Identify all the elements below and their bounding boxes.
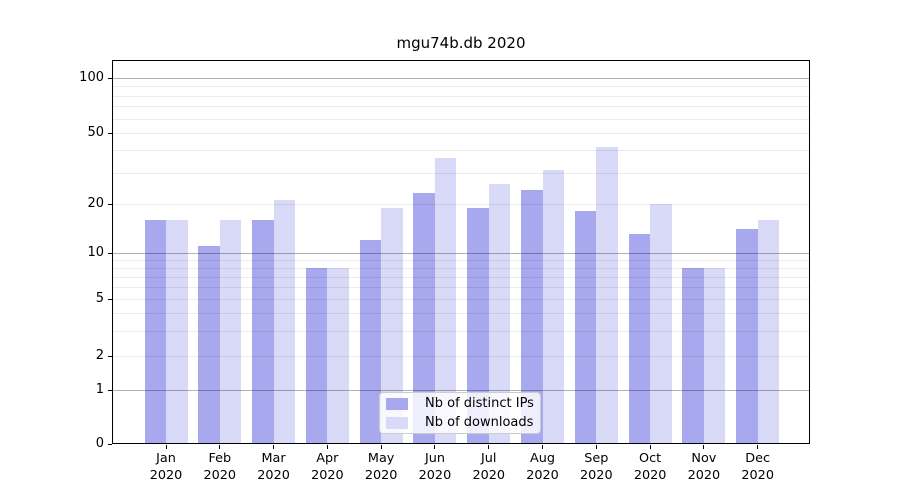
x-tick-label: Jul 2020: [472, 451, 506, 483]
y-tick-label: 100: [79, 70, 104, 85]
gridline-minor: [112, 118, 810, 120]
x-axis-tick: [219, 445, 221, 449]
y-tick-label: 50: [87, 125, 104, 140]
plot-area: [112, 60, 810, 444]
bar-downloads: [219, 219, 242, 444]
bar-downloads: [327, 267, 349, 444]
x-axis-tick: [595, 445, 597, 449]
legend-swatch-downloads: [386, 416, 408, 429]
gridline-minor: [112, 95, 810, 97]
bar-distinct-ips: [359, 240, 382, 444]
gridline-major: [112, 390, 810, 391]
bar-distinct-ips: [521, 189, 543, 444]
legend-item-distinct-ips: Nb of distinct IPs: [386, 394, 540, 413]
gridline-minor: [112, 86, 810, 88]
y-tick-label: 1: [95, 382, 104, 397]
x-axis-tick: [703, 445, 705, 449]
gridline-minor: [112, 106, 810, 108]
gridline-minor: [112, 312, 810, 314]
bar-distinct-ips: [682, 267, 704, 444]
x-axis-tick: [649, 445, 651, 449]
x-tick-label: Jun 2020: [418, 451, 452, 483]
x-tick-label: Sep 2020: [580, 451, 613, 483]
x-tick-label: Dec 2020: [741, 451, 774, 483]
gridline-minor: [112, 150, 810, 152]
y-axis-tick: [108, 390, 112, 391]
x-axis-tick: [434, 445, 436, 449]
bar-distinct-ips: [198, 246, 220, 444]
y-axis-tick: [108, 204, 112, 205]
gridline-minor: [112, 299, 810, 300]
legend: Nb of distinct IPs Nb of downloads: [379, 392, 541, 434]
legend-swatch-distinct-ips: [386, 397, 408, 410]
x-tick-label: Aug 2020: [526, 451, 559, 483]
bar-downloads: [596, 146, 618, 444]
gridline-minor: [112, 286, 810, 288]
y-tick-label: 20: [87, 196, 104, 211]
y-axis-tick: [108, 356, 112, 357]
x-axis-tick: [326, 445, 328, 449]
x-tick-label: Jan 2020: [149, 451, 183, 483]
bar-downloads: [166, 219, 188, 444]
bar-distinct-ips: [252, 219, 274, 444]
bar-downloads: [434, 158, 457, 444]
bar-distinct-ips: [628, 234, 651, 444]
legend-label-downloads: Nb of downloads: [425, 414, 534, 430]
bar-distinct-ips: [736, 229, 758, 444]
y-axis-tick: [108, 253, 112, 254]
bar-downloads: [381, 207, 403, 444]
bar-downloads: [273, 200, 296, 444]
y-axis-tick: [108, 133, 112, 134]
gridline-minor: [112, 267, 810, 269]
x-axis-tick: [165, 445, 167, 449]
x-tick-label: Apr 2020: [311, 451, 344, 483]
gridline-major: [112, 253, 810, 254]
gridline-minor: [112, 172, 810, 174]
legend-item-downloads: Nb of downloads: [386, 413, 540, 432]
x-axis-tick: [273, 445, 275, 449]
x-tick-label: Nov 2020: [687, 451, 721, 483]
bar-distinct-ips: [305, 267, 328, 444]
bar-distinct-ips: [413, 193, 435, 444]
y-tick-label: 5: [95, 291, 104, 306]
y-tick-label: 10: [87, 245, 104, 260]
x-tick-label: Oct 2020: [633, 451, 667, 483]
x-axis-tick: [542, 445, 544, 449]
y-tick-label: 2: [95, 348, 104, 363]
bar-downloads: [703, 267, 726, 444]
gridline-major: [112, 78, 810, 79]
y-axis-tick: [108, 299, 112, 300]
gridline-minor: [112, 133, 810, 134]
x-tick-label: May 2020: [364, 451, 398, 483]
bar-distinct-ips: [144, 219, 166, 444]
gridline-minor: [112, 259, 810, 261]
y-axis-tick: [108, 444, 112, 445]
bar-downloads: [650, 204, 672, 444]
chart-title: mgu74b.db 2020: [396, 34, 526, 52]
y-tick-label: 0: [95, 436, 104, 451]
gridline-minor: [112, 356, 810, 357]
bar-distinct-ips: [574, 211, 597, 444]
bar-distinct-ips: [467, 207, 489, 444]
x-axis-tick: [380, 445, 382, 449]
bar-downloads: [757, 219, 780, 444]
bar-downloads: [542, 170, 565, 444]
x-axis-tick: [488, 445, 490, 449]
x-axis-tick: [757, 445, 759, 449]
x-tick-label: Mar 2020: [257, 451, 290, 483]
gridline-minor: [112, 204, 810, 205]
x-tick-label: Feb 2020: [203, 451, 237, 483]
gridline-minor: [112, 330, 810, 332]
gridline-minor: [112, 276, 810, 278]
bar-downloads: [488, 183, 511, 444]
y-axis-tick: [108, 78, 112, 79]
legend-label-distinct-ips: Nb of distinct IPs: [425, 395, 534, 411]
